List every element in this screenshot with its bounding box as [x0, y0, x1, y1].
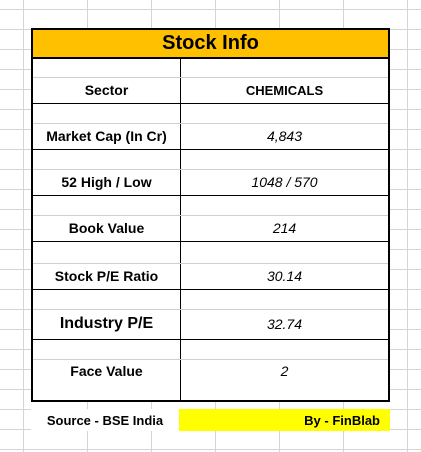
value-sector: CHEMICALS	[245, 82, 324, 98]
row-separator	[33, 241, 388, 242]
column-divider	[180, 59, 181, 400]
row-separator	[33, 123, 388, 124]
row-separator	[33, 263, 388, 264]
row-separator	[33, 359, 388, 360]
row-separator	[33, 195, 388, 196]
label-face-value: Face Value	[70, 363, 143, 379]
stock-info-table: Stock Info Sector CHEMICALS Market Cap (…	[31, 28, 390, 402]
label-stock-pe: Stock P/E Ratio	[54, 268, 159, 284]
row-separator	[33, 289, 388, 290]
row-separator	[33, 339, 388, 340]
footer-source: Source - BSE India	[31, 409, 179, 431]
label-sector: Sector	[84, 82, 129, 98]
footer-by: By - FinBlab	[179, 409, 390, 431]
row-separator	[33, 309, 388, 310]
table-title: Stock Info	[33, 30, 388, 59]
value-market-cap: 4,843	[266, 128, 303, 144]
row-separator	[33, 77, 388, 78]
value-52-high-low: 1048 / 570	[251, 174, 318, 190]
row-separator	[33, 215, 388, 216]
label-industry-pe: Industry P/E	[59, 315, 154, 332]
value-book-value: 214	[272, 220, 297, 236]
value-industry-pe: 32.74	[266, 316, 303, 332]
value-stock-pe: 30.14	[266, 268, 303, 284]
row-separator	[33, 103, 388, 104]
label-52-high-low: 52 High / Low	[61, 174, 152, 190]
row-separator	[33, 169, 388, 170]
value-face-value: 2	[280, 363, 289, 379]
label-book-value: Book Value	[68, 220, 145, 236]
label-market-cap: Market Cap (In Cr)	[46, 128, 167, 144]
row-separator	[33, 149, 388, 150]
